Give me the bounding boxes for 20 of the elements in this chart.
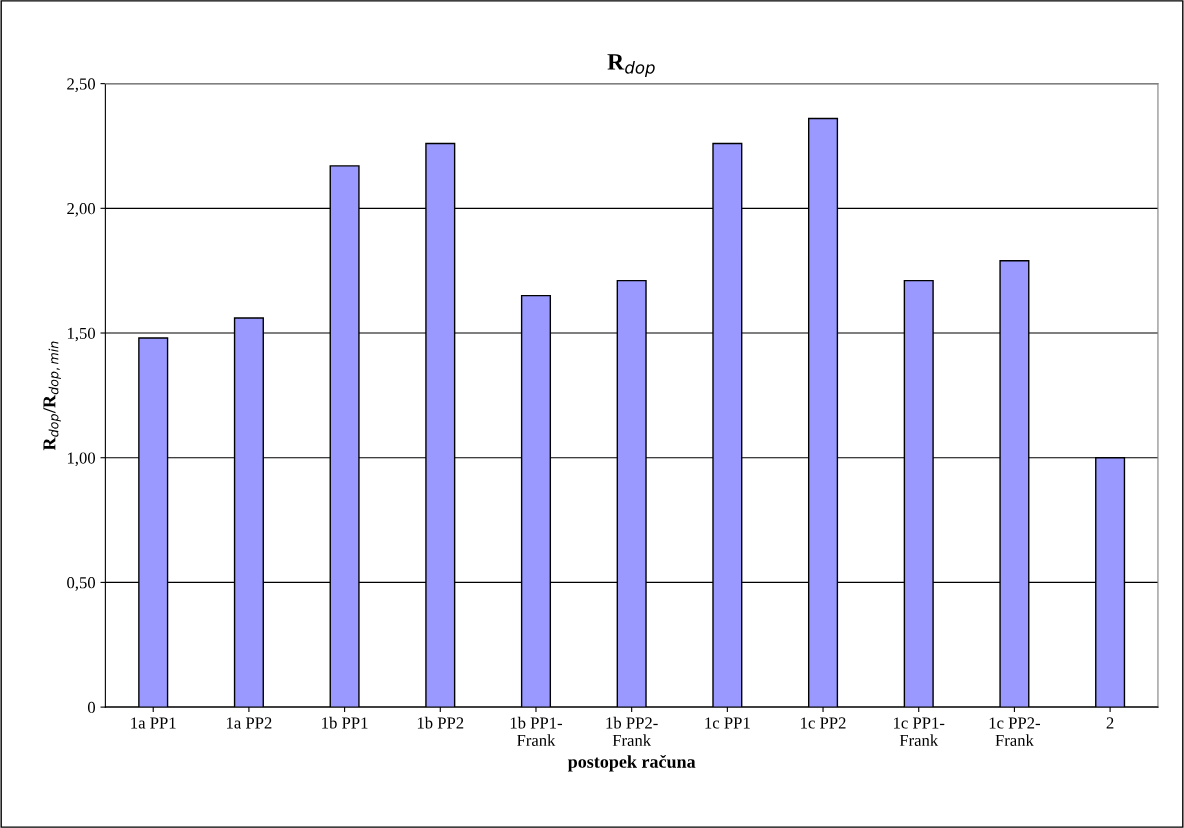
- x-tick-label: 1c PP1: [705, 717, 750, 729]
- y-tick-label: 2,00: [67, 203, 96, 217]
- x-tick-label: 1b PP1- Frank: [510, 716, 562, 746]
- x-axis-title: postopek računa: [567, 754, 696, 772]
- y-tick-label: 0: [87, 701, 96, 714]
- y-tick-label: 0,50: [67, 577, 96, 591]
- x-tick-label: 1b PP1: [322, 716, 368, 729]
- x-tick-label: 1c PP2: [801, 717, 846, 729]
- x-tick-label: 1b PP2: [417, 716, 464, 729]
- y-tick-label: 1,50: [67, 327, 96, 342]
- x-tick-label: 1a PP1: [131, 717, 176, 729]
- x-tick-label: 1c PP1- Frank: [894, 717, 945, 746]
- y-tick-label: 1,00: [67, 452, 96, 467]
- y-tick-label: 2,50: [67, 78, 96, 92]
- x-tick-label: 2: [1106, 717, 1114, 729]
- x-tick-label: 1c PP2- Frank: [989, 717, 1040, 746]
- x-tick-label: 1b PP2- Frank: [606, 716, 658, 746]
- y-axis-title: R$_{dop}$/R$_{dop,min}$: [43, 341, 61, 451]
- chart-title: R$_{dop}$: [607, 54, 655, 77]
- x-tick-label: 1a PP2: [226, 717, 272, 729]
